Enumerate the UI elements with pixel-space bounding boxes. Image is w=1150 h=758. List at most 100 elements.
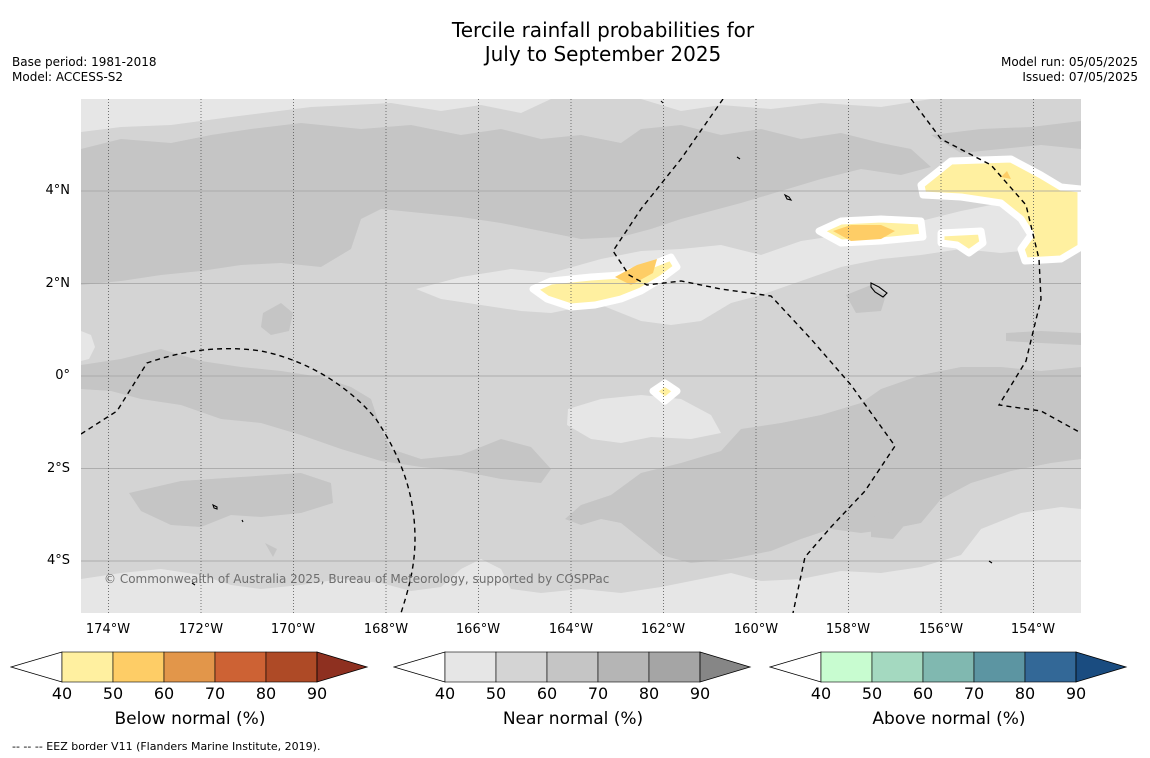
lon-label-160w: 160°W — [733, 622, 779, 637]
lon-label-172w: 172°W — [178, 622, 224, 637]
colorbar-tick: 50 — [861, 684, 883, 703]
colorbar-extend-low — [769, 651, 822, 683]
below-normal-50-core-4n — [1001, 171, 1011, 179]
near-normal-60-dot-5 — [265, 543, 277, 557]
title-line-1: Tercile rainfall probabilities for — [451, 18, 755, 42]
lon-label-168w: 168°W — [363, 622, 409, 637]
colorbar-swatch — [597, 651, 650, 683]
colorbar-tick: 50 — [102, 684, 124, 703]
colorbar-tick: 80 — [255, 684, 277, 703]
below-normal-4n-154w — [917, 155, 1081, 265]
model-name: Model: ACCESS-S2 — [12, 70, 124, 84]
colorbar-swatch — [61, 651, 114, 683]
issued-date: Issued: 07/05/2025 — [1022, 70, 1138, 84]
near-normal-60-sw-patch — [129, 473, 333, 527]
copyright-notice: © Commonwealth of Australia 2025, Bureau… — [104, 572, 610, 586]
colorbar-swatch — [820, 651, 873, 683]
colorbar-above-normal-label: Above normal (%) — [872, 709, 1026, 729]
island-8 — [191, 582, 196, 586]
lat-label-4s: 4°S — [46, 553, 70, 568]
lon-label-166w: 166°W — [455, 622, 501, 637]
lon-label-156w: 156°W — [918, 622, 964, 637]
colorbar-tick: 80 — [638, 684, 660, 703]
lon-label-158w: 158°W — [825, 622, 871, 637]
colorbar-swatch — [163, 651, 216, 683]
lon-label-164w: 164°W — [548, 622, 594, 637]
colorbar-tick: 60 — [912, 684, 934, 703]
lon-label-162w: 162°W — [640, 622, 686, 637]
colorbar-tick: 40 — [810, 684, 832, 703]
near-normal-60-south-left — [81, 349, 551, 483]
island-1 — [783, 193, 793, 201]
colorbar-swatch — [1024, 651, 1077, 683]
colorbar-swatch — [214, 651, 267, 683]
near-normal-40-top-left — [81, 99, 551, 132]
colorbar-tick: 40 — [51, 684, 73, 703]
island-3 — [212, 503, 218, 510]
lon-label-170w: 170°W — [270, 622, 316, 637]
island-6 — [988, 560, 993, 564]
near-normal-60-dot-1 — [261, 303, 293, 335]
near-normal-60-south-mid — [565, 367, 1081, 563]
lon-label-174w: 174°W — [85, 622, 131, 637]
colorbar-swatch — [265, 651, 318, 683]
map-title: Tercile rainfall probabilities for July … — [0, 18, 1150, 66]
colorbar-extend-high — [699, 651, 752, 683]
map-panel — [81, 99, 1081, 613]
base-period: Base period: 1981-2018 — [12, 55, 157, 69]
island-5 — [736, 156, 741, 160]
island-2 — [870, 282, 888, 298]
colorbar-tick: 70 — [204, 684, 226, 703]
colorbar-tick: 90 — [1065, 684, 1087, 703]
map-canvas — [81, 99, 1081, 613]
colorbar-tick: 90 — [306, 684, 328, 703]
colorbar-tick: 90 — [689, 684, 711, 703]
colorbar-swatch — [546, 651, 599, 683]
colorbar-swatch — [444, 651, 497, 683]
colorbar-tick: 60 — [153, 684, 175, 703]
below-normal-50-core-2n — [615, 259, 657, 285]
lat-label-0: 0° — [55, 368, 70, 383]
colorbar-tick: 60 — [536, 684, 558, 703]
colorbar-tick: 40 — [434, 684, 456, 703]
colorbar-swatch — [112, 651, 165, 683]
colorbar-extend-low — [393, 651, 446, 683]
colorbar-below-normal-label: Below normal (%) — [114, 709, 266, 729]
colorbar-swatch — [973, 651, 1026, 683]
meta-right: Model run: 05/05/2025 Issued: 07/05/2025 — [1001, 55, 1138, 85]
near-normal-40-top-mid — [641, 99, 931, 111]
near-normal-60-dot-4 — [1006, 331, 1081, 345]
colorbar-swatch — [871, 651, 924, 683]
below-normal-0n-162w — [649, 379, 681, 405]
colorbar-above-normal — [769, 651, 1128, 683]
colorbar-extend-high — [1075, 651, 1128, 683]
eez-border-eastern — [910, 99, 1081, 434]
colorbar-tick: 80 — [1014, 684, 1036, 703]
colorbar-extend-low — [10, 651, 63, 683]
lon-label-154w: 154°W — [1010, 622, 1056, 637]
lat-label-4n: 4°N — [45, 183, 71, 198]
meta-left: Base period: 1981-2018 Model: ACCESS-S2 — [12, 55, 157, 85]
colorbar-swatch — [922, 651, 975, 683]
near-normal-60-dot-3 — [871, 511, 903, 539]
near-normal-60-north-right — [931, 121, 1081, 153]
eez-border-western — [81, 347, 416, 613]
colorbar-swatch — [648, 651, 701, 683]
colorbar-swatch — [495, 651, 548, 683]
near-normal-40-bottom — [81, 507, 1081, 613]
colorbar-tick: 70 — [587, 684, 609, 703]
near-normal-60-north — [81, 123, 931, 285]
near-normal-40-left-bulge — [81, 331, 95, 361]
island-7 — [241, 519, 244, 523]
colorbar-tick: 50 — [485, 684, 507, 703]
island-4 — [660, 100, 664, 104]
model-run: Model run: 05/05/2025 — [1000, 55, 1138, 69]
near-normal-40-patch-162w — [567, 395, 721, 443]
eez-border-legend: -- -- -- EEZ border V11 (Flanders Marine… — [12, 740, 321, 753]
eez-border-central — [612, 99, 896, 613]
colorbar-tick: 70 — [963, 684, 985, 703]
colorbar-near-normal-label: Near normal (%) — [502, 709, 644, 729]
colorbar-extend-high — [316, 651, 369, 683]
lat-label-2s: 2°S — [46, 461, 70, 476]
colorbar-near-normal — [393, 651, 752, 683]
